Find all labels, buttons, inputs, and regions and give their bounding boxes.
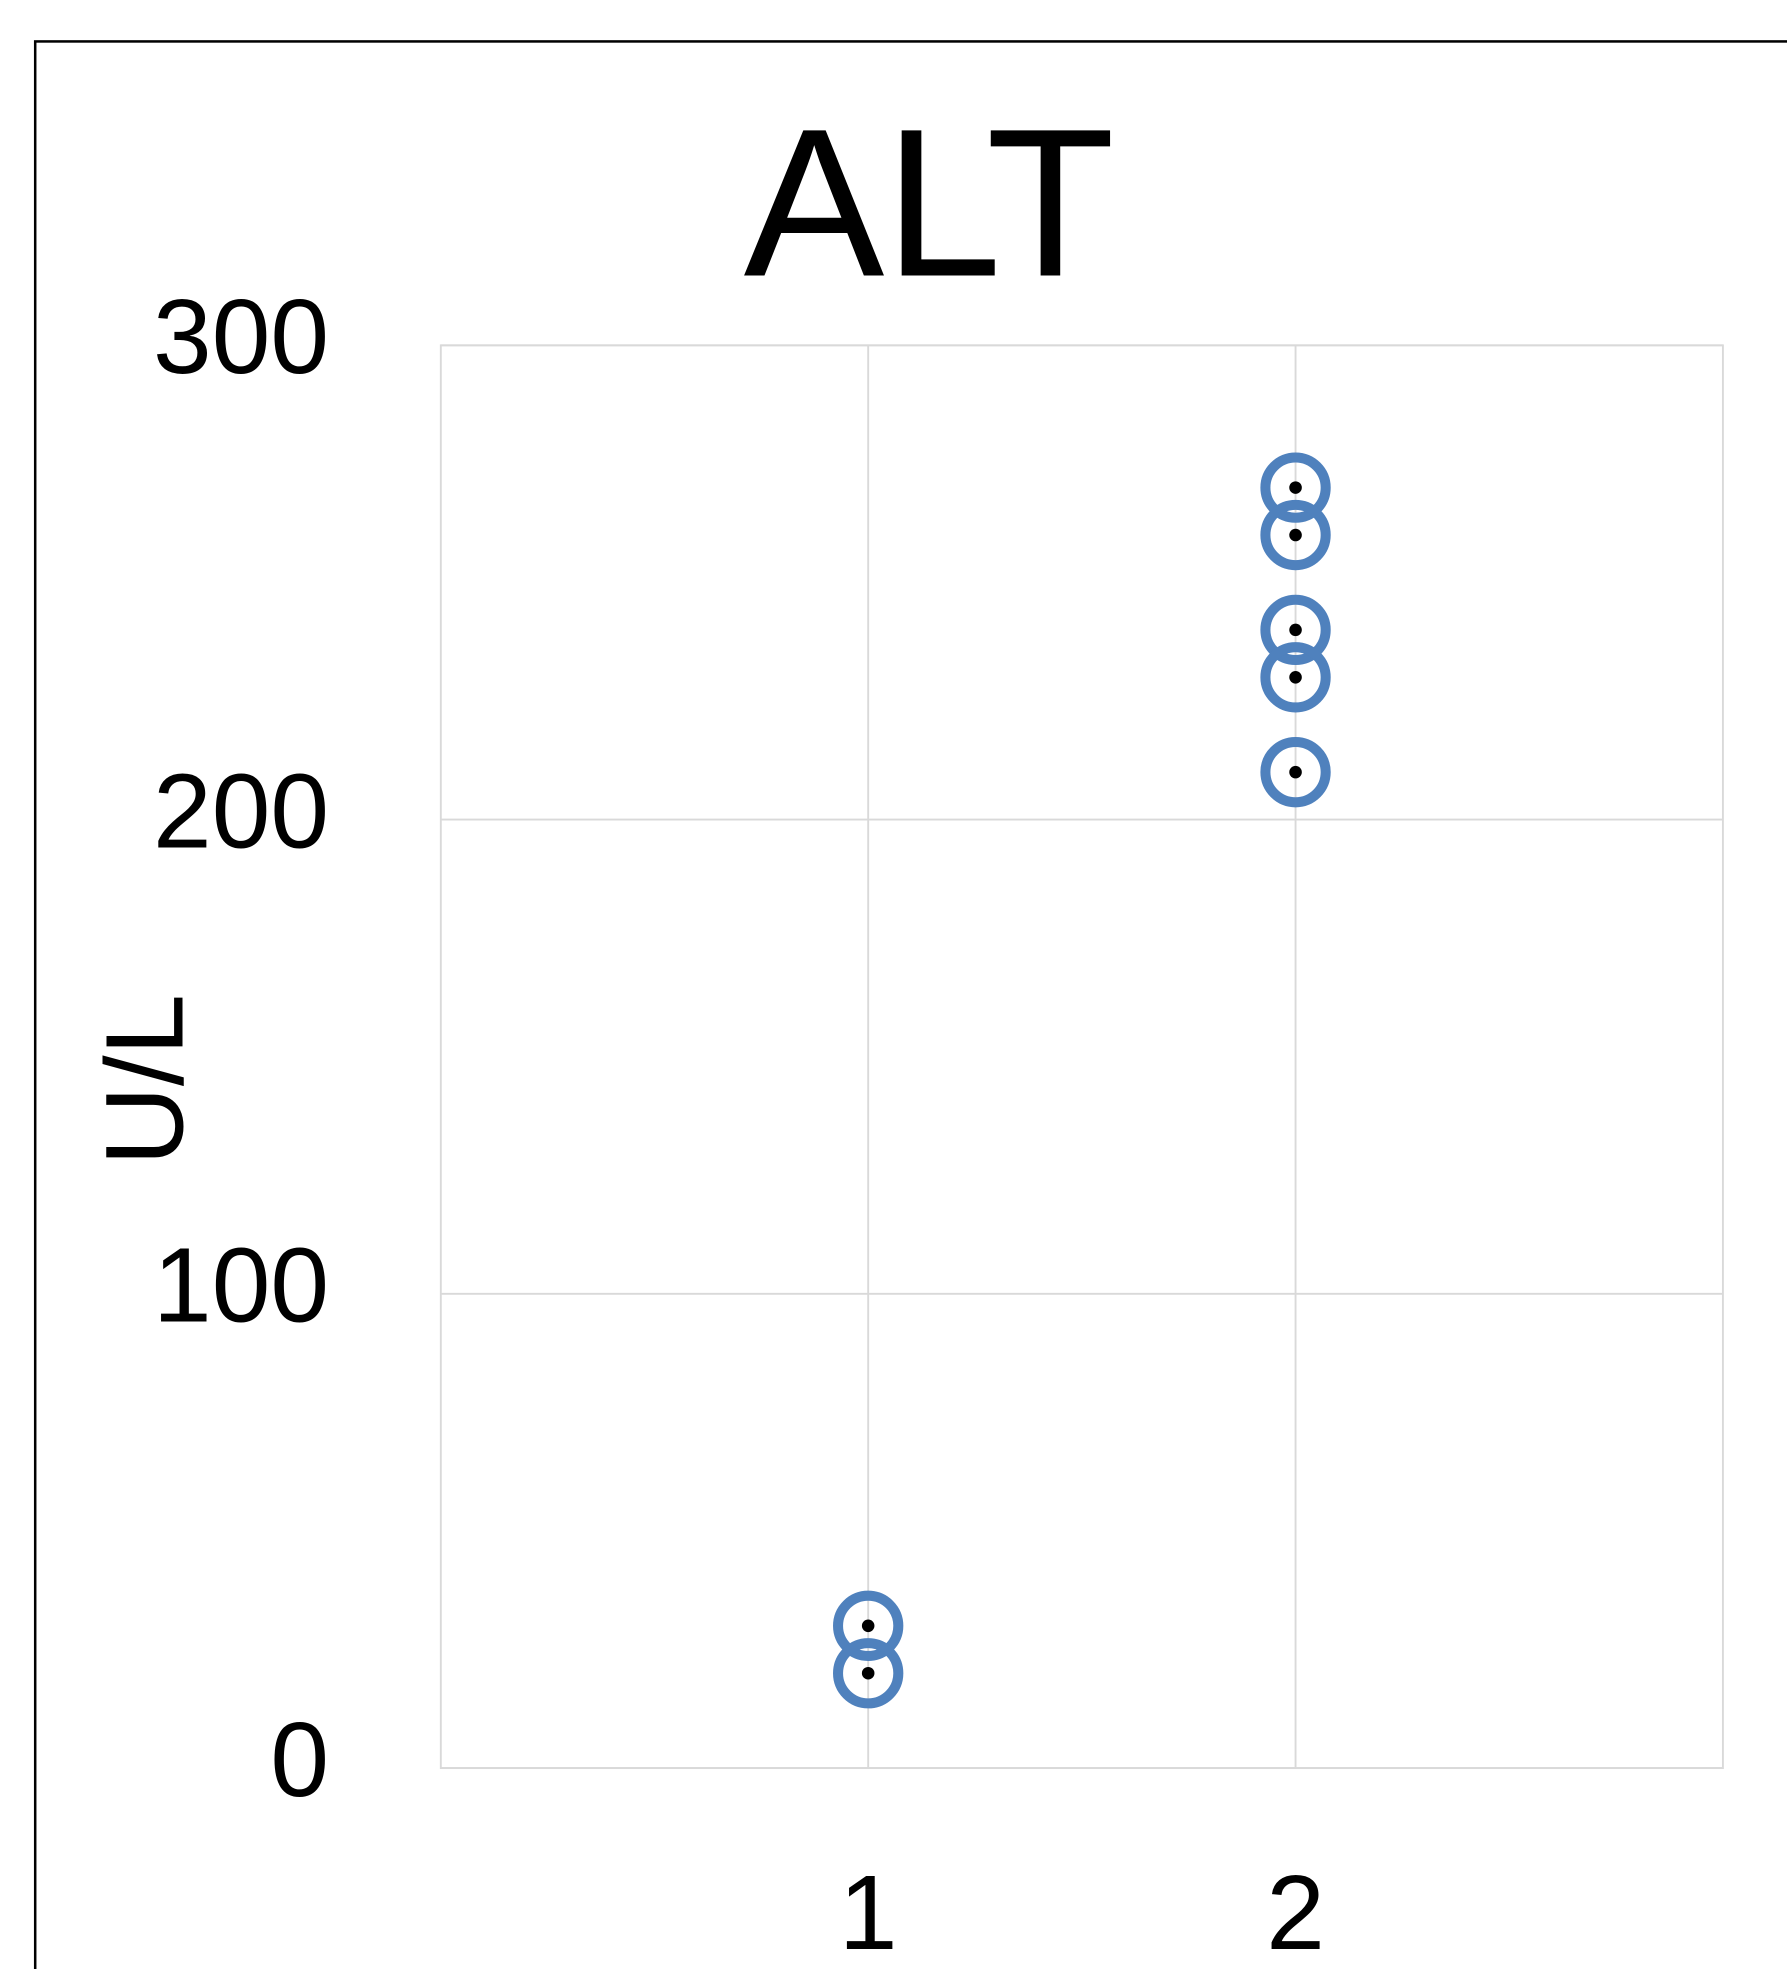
x-tick-label: 2 [1266,1855,1325,1969]
point [1260,736,1331,808]
point-dot [1289,765,1302,779]
point-ring [1260,499,1331,571]
point-ring [1260,642,1331,713]
point [1260,499,1331,571]
point-ring [1260,594,1331,666]
point-ring [1260,452,1331,523]
point-dot [1289,528,1302,542]
chart-frame [33,40,1787,1969]
y-tick-label: 200 [153,753,329,870]
y-axis-label: U/L [83,994,206,1166]
chart-title: ALT [744,84,1115,320]
y-tick-label: 100 [153,1228,329,1345]
point-ring [833,1590,904,1661]
y-tick-label: 0 [270,1702,329,1819]
point-dot [1289,623,1302,637]
point [1260,452,1331,523]
point [1260,642,1331,713]
point-dot [1289,481,1302,494]
y-tick-label: 300 [153,279,329,396]
point [1260,594,1331,666]
point-dot [1289,671,1302,684]
point-dot [861,1619,875,1633]
point-dot [861,1666,875,1680]
point [833,1638,904,1709]
x-tick-label: 1 [839,1855,898,1969]
point-ring [833,1638,904,1709]
point [833,1590,904,1661]
point-ring [1260,736,1331,808]
